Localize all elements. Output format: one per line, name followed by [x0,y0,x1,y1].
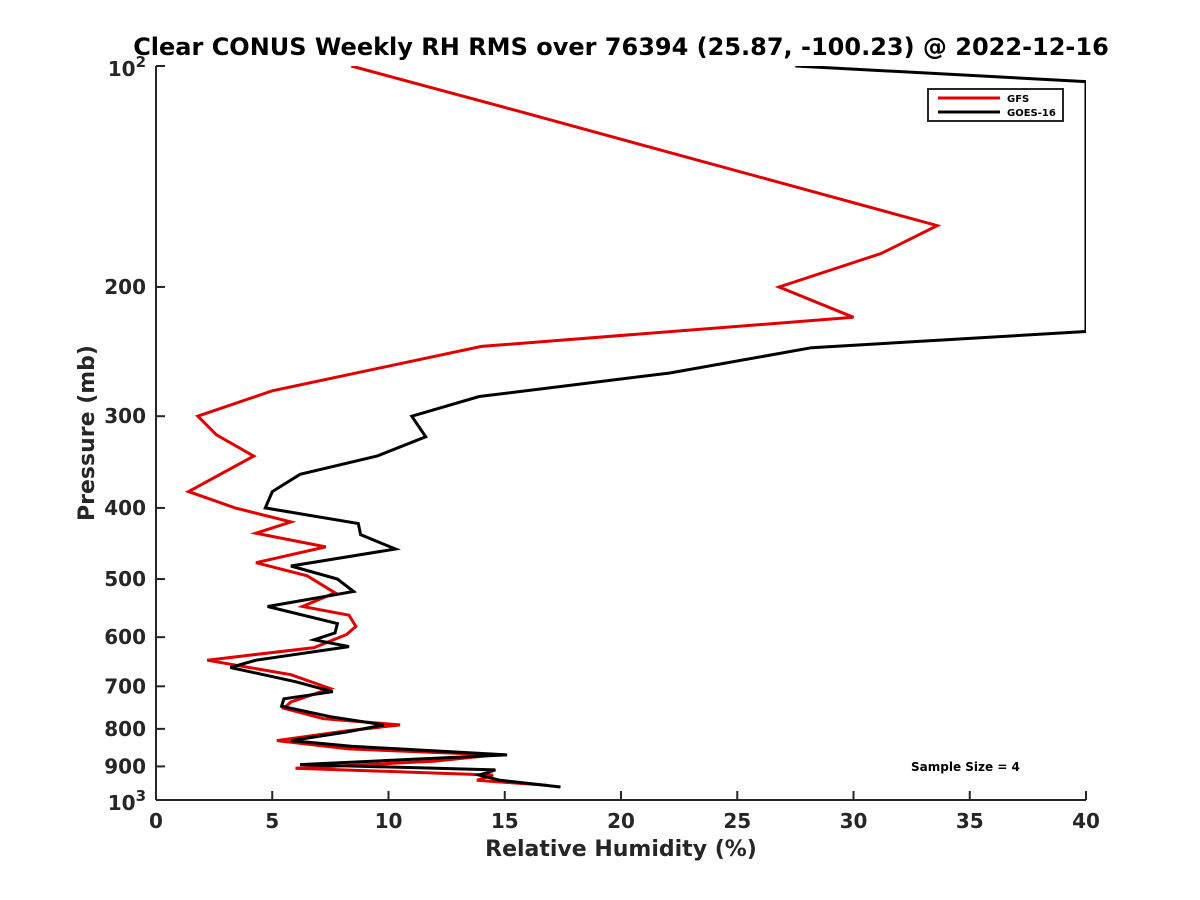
series-line-gfs [184,66,942,787]
x-tick-label: 20 [607,809,635,833]
y-tick-label: 102 [108,53,146,81]
x-tick-label: 0 [149,809,163,833]
y-tick-label: 900 [104,754,146,778]
y-tick-label: 600 [104,625,146,649]
x-tick-label: 30 [840,809,868,833]
y-tick-label: 200 [104,275,146,299]
x-tick-label: 40 [1072,809,1100,833]
legend: GFS GOES-16 [927,88,1064,122]
legend-label-goes-16: GOES-16 [1007,108,1056,119]
sample-size-annotation: Sample Size = 4 [911,760,1020,774]
legend-label-gfs: GFS [1007,94,1029,105]
y-tick-label: 400 [104,496,146,520]
series-line-goes-16 [229,66,1086,789]
chart-title: Clear CONUS Weekly RH RMS over 76394 (25… [133,33,1109,61]
y-axis-label: Pressure (mb) [75,345,100,521]
x-axis-label: Relative Humidity (%) [485,837,757,862]
legend-box [927,88,1064,122]
y-tick-label: 700 [104,674,146,698]
x-tick-label: 25 [723,809,751,833]
x-tick-label: 15 [491,809,519,833]
y-tick-label: 103 [108,787,146,815]
y-tick-label: 800 [104,717,146,741]
x-tick-label: 35 [956,809,984,833]
series-layer [184,66,1086,789]
x-tick-label: 10 [375,809,403,833]
axes-layer: 0 5 10 15 20 25 30 35 40 102 200 300 400 500 600 700 800… [104,53,1100,833]
y-tick-label: 300 [104,404,146,428]
x-tick-label: 5 [265,809,279,833]
y-tick-label: 500 [104,567,146,591]
